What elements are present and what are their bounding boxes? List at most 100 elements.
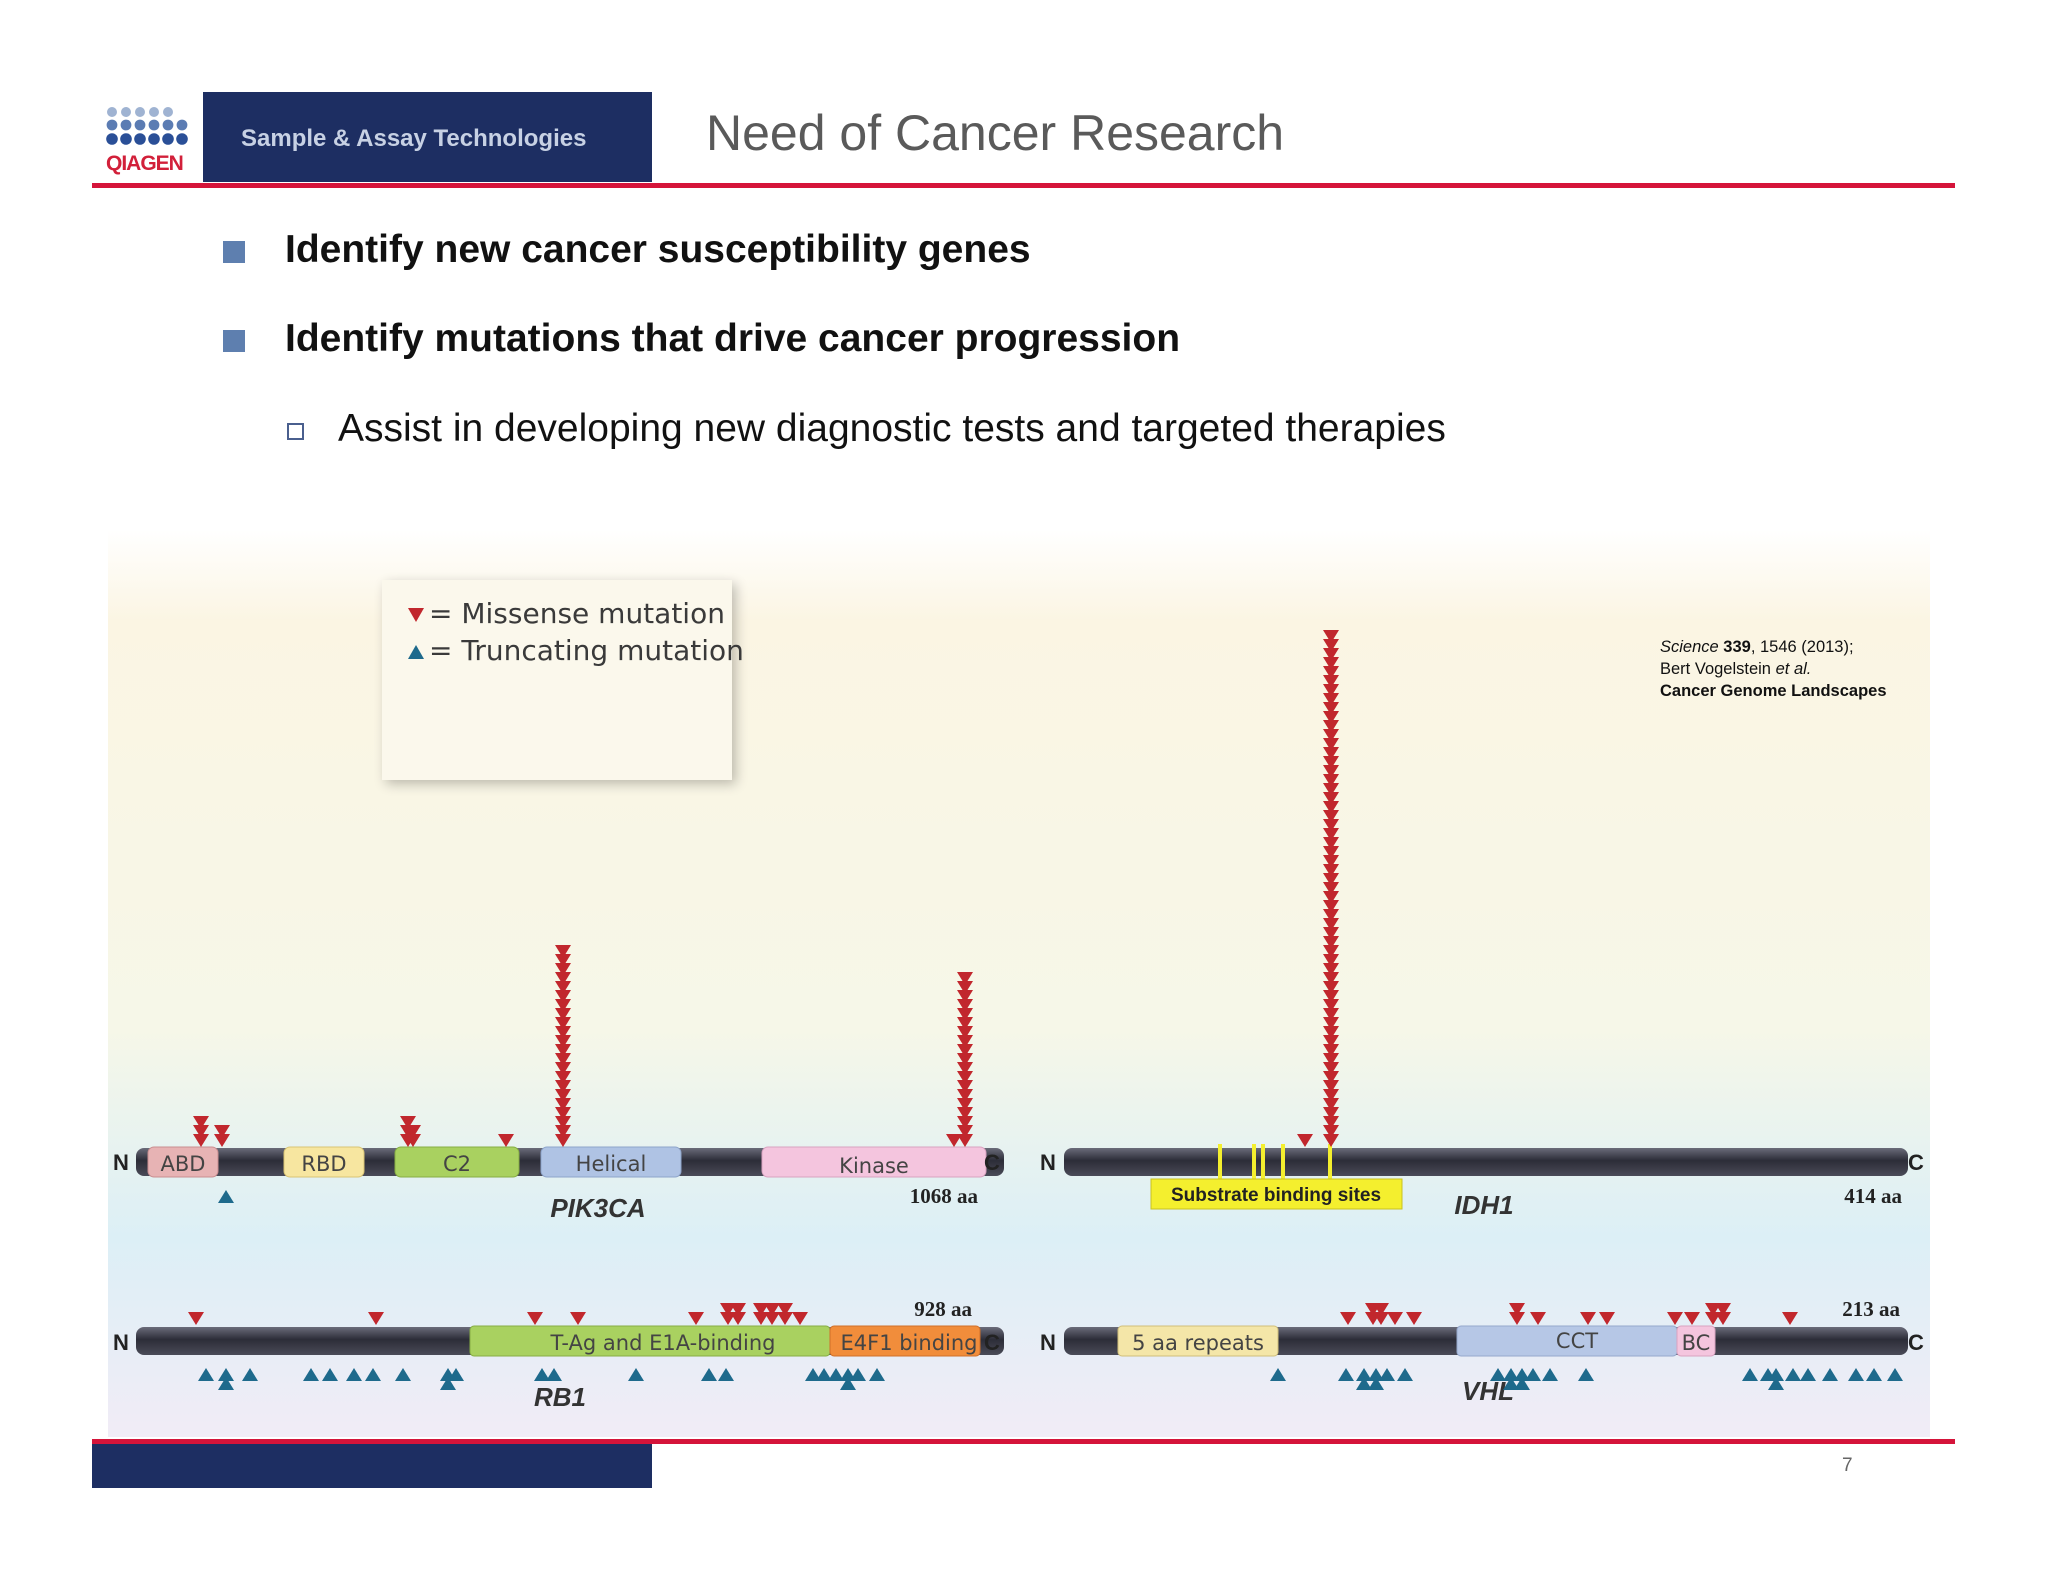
domain-abd — [147, 1146, 219, 1178]
missense-mutation-marker — [730, 1303, 746, 1316]
vhl-length: 213 aa — [1842, 1297, 1900, 1321]
missense-mutation-marker — [555, 945, 571, 958]
missense-mutation-marker — [555, 1008, 571, 1021]
missense-mutation-marker — [1323, 720, 1339, 733]
missense-mutation-marker — [1782, 1312, 1798, 1325]
domain-bc — [1676, 1325, 1716, 1357]
truncating-mutation-marker — [218, 1368, 234, 1381]
truncating-mutation-marker — [1368, 1368, 1384, 1381]
missense-mutation-marker — [1323, 1107, 1339, 1120]
missense-mutation-marker — [1323, 774, 1339, 787]
domain-abd-label: ABD — [161, 1152, 206, 1176]
missense-mutation-marker — [555, 1125, 571, 1138]
bullet-item: Identify mutations that drive cancer pro… — [285, 317, 1181, 360]
missense-mutation-marker — [730, 1312, 746, 1325]
truncating-mutation-marker — [850, 1368, 866, 1381]
missense-mutation-marker — [1323, 684, 1339, 697]
missense-mutation-marker — [1323, 801, 1339, 814]
missense-mutation-marker — [555, 1080, 571, 1093]
truncating-mutation-marker — [322, 1368, 338, 1381]
truncating-mutation-marker — [448, 1368, 464, 1381]
citation: Science 339, 1546 (2013); Bert Vogelstei… — [1660, 636, 1887, 702]
missense-legend-icon — [408, 608, 424, 622]
missense-mutation-marker — [1323, 756, 1339, 769]
missense-mutation-marker — [946, 1134, 962, 1147]
vhl-n-terminus: N — [1040, 1330, 1056, 1355]
citation-authors: Bert Vogelstein — [1660, 660, 1771, 678]
missense-mutation-marker — [1323, 1125, 1339, 1138]
domain-rbd-label: RBD — [301, 1152, 346, 1176]
missense-mutation-marker — [214, 1134, 230, 1147]
truncating-mutation-marker — [1785, 1368, 1801, 1381]
missense-mutation-marker — [1323, 837, 1339, 850]
domain-5aa-label: 5 aa repeats — [1132, 1331, 1264, 1355]
truncating-mutation-marker — [1356, 1368, 1372, 1381]
truncating-mutation-marker — [1397, 1368, 1413, 1381]
bullet-square-icon — [223, 241, 245, 263]
missense-mutation-marker — [957, 1008, 973, 1021]
missense-mutation-marker — [1323, 963, 1339, 976]
missense-mutation-marker — [1323, 999, 1339, 1012]
idh1-length: 414 aa — [1844, 1184, 1902, 1208]
truncating-mutation-marker — [1768, 1368, 1784, 1381]
missense-mutation-marker — [555, 1026, 571, 1039]
truncating-mutation-marker — [828, 1368, 844, 1381]
missense-mutation-marker — [957, 1089, 973, 1102]
sub-bullet-square-icon — [287, 423, 304, 440]
missense-mutation-marker — [764, 1303, 780, 1316]
missense-mutation-marker — [1373, 1312, 1389, 1325]
missense-mutation-marker — [957, 1026, 973, 1039]
missense-mutation-marker — [1323, 702, 1339, 715]
missense-mutation-marker — [1323, 918, 1339, 931]
missense-mutation-marker — [792, 1312, 808, 1325]
missense-mutation-marker — [1323, 900, 1339, 913]
domain-cct-label: CCT — [1556, 1329, 1598, 1353]
idh1-protein-bar — [1064, 1148, 1908, 1176]
mutation-landscape-figure: = Missense mutation = Truncating mutatio… — [108, 530, 1930, 1437]
truncating-mutation-marker — [1503, 1368, 1519, 1381]
missense-mutation-marker — [1323, 1017, 1339, 1030]
missense-mutation-marker — [193, 1125, 209, 1138]
missense-mutation-marker — [1323, 882, 1339, 895]
missense-mutation-marker — [1323, 693, 1339, 706]
missense-mutation-marker — [957, 972, 973, 985]
missense-mutation-marker — [1323, 630, 1339, 643]
missense-mutation-marker — [400, 1116, 416, 1129]
idh1-gene-name: IDH1 — [1454, 1190, 1513, 1220]
missense-mutation-marker — [1323, 855, 1339, 868]
truncating-mutation-marker — [1503, 1377, 1519, 1390]
missense-mutation-marker — [188, 1312, 204, 1325]
missense-mutation-marker — [1323, 765, 1339, 778]
missense-mutation-marker — [957, 981, 973, 994]
domain-bc-label: BC — [1682, 1331, 1711, 1355]
missense-mutation-marker — [1323, 1026, 1339, 1039]
missense-mutation-marker — [498, 1134, 514, 1147]
missense-mutation-marker — [555, 1044, 571, 1057]
missense-mutation-marker — [753, 1312, 769, 1325]
missense-mutation-marker — [368, 1312, 384, 1325]
missense-mutation-marker — [688, 1312, 704, 1325]
missense-mutation-marker — [555, 981, 571, 994]
truncating-mutation-marker — [816, 1368, 832, 1381]
pik3ca-n-terminus: N — [113, 1150, 129, 1175]
logo-wordmark: QIAGEN — [106, 152, 184, 175]
truncating-mutation-marker — [242, 1368, 258, 1381]
truncating-mutation-marker — [1822, 1368, 1838, 1381]
missense-mutation-marker — [555, 1116, 571, 1129]
missense-mutation-marker — [1323, 909, 1339, 922]
truncating-mutation-marker — [198, 1368, 214, 1381]
missense-mutation-marker — [555, 954, 571, 967]
missense-mutation-marker — [1323, 792, 1339, 805]
missense-mutation-marker — [1323, 639, 1339, 652]
truncating-mutation-marker — [346, 1368, 362, 1381]
missense-mutation-marker — [1323, 846, 1339, 859]
page-number: 7 — [1842, 1455, 1853, 1476]
missense-mutation-marker — [1323, 864, 1339, 877]
missense-mutation-marker — [1715, 1312, 1731, 1325]
missense-mutation-marker — [555, 1089, 571, 1102]
top-divider — [92, 183, 1955, 188]
missense-mutation-marker — [193, 1116, 209, 1129]
rb1-length: 928 aa — [914, 1297, 972, 1321]
idh1-c-terminus: C — [1908, 1150, 1924, 1175]
missense-mutation-marker — [555, 1062, 571, 1075]
